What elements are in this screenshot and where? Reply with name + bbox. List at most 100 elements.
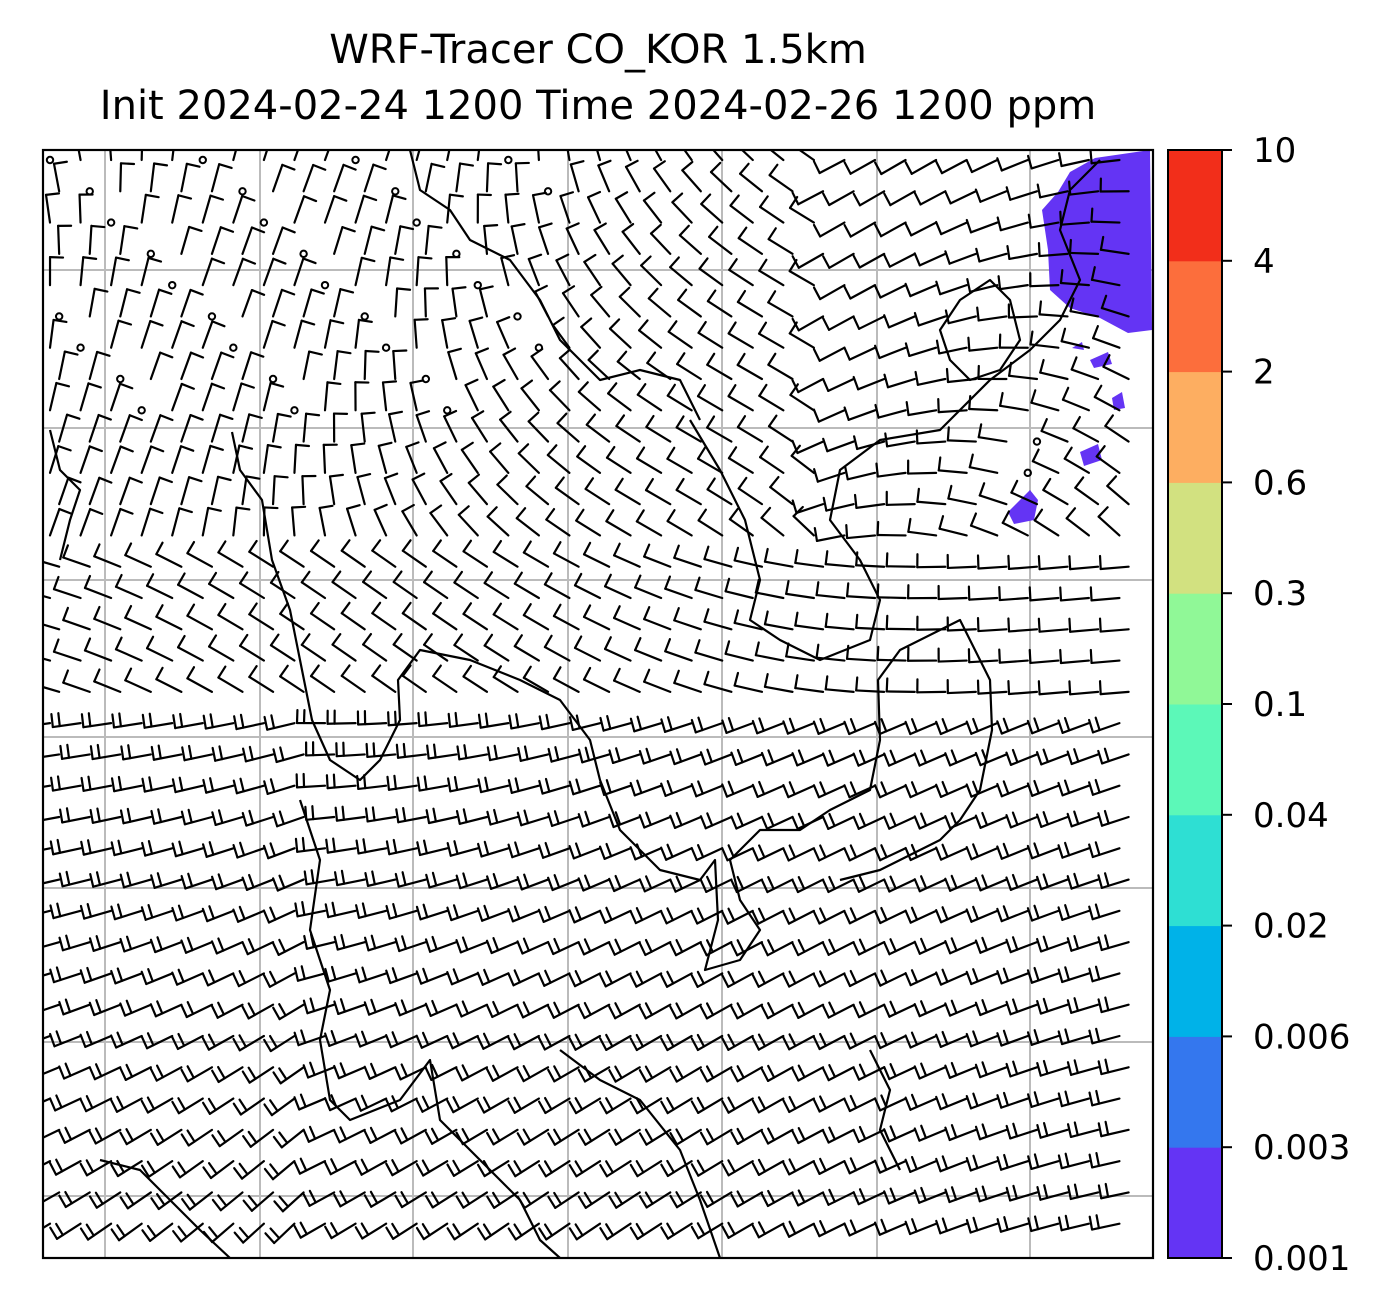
wind-barb bbox=[324, 1029, 357, 1047]
wind-barb bbox=[415, 903, 449, 921]
wind-barb bbox=[767, 290, 794, 318]
wind-barb bbox=[855, 676, 886, 693]
wind-barb bbox=[739, 162, 764, 193]
wind-barb bbox=[965, 158, 999, 174]
wind-barb bbox=[935, 339, 968, 355]
wind-barb bbox=[208, 634, 235, 662]
wind-barb bbox=[907, 646, 938, 662]
wind-barb bbox=[884, 432, 916, 448]
wind-barb bbox=[904, 781, 938, 799]
tracer-patch bbox=[1008, 490, 1038, 524]
wind-barb bbox=[587, 349, 611, 381]
wind-barb bbox=[937, 647, 968, 663]
calm-wind-marker bbox=[351, 155, 360, 165]
wind-barb bbox=[309, 601, 336, 631]
wind-barb bbox=[1074, 476, 1100, 506]
wind-barb bbox=[996, 1091, 1029, 1109]
wind-barb bbox=[577, 1001, 611, 1020]
wind-barb bbox=[760, 506, 785, 537]
wind-barb bbox=[248, 539, 275, 568]
wind-barb bbox=[965, 1030, 999, 1048]
wind-barb bbox=[356, 774, 388, 791]
wind-barb bbox=[50, 712, 82, 729]
wind-barb bbox=[446, 904, 479, 922]
wind-barb bbox=[387, 710, 418, 727]
wind-barb bbox=[371, 664, 397, 693]
wind-barb bbox=[599, 715, 632, 732]
wind-barb bbox=[363, 1126, 397, 1144]
wind-barb bbox=[974, 749, 1008, 767]
wind-barb bbox=[140, 1160, 174, 1178]
wind-barb bbox=[416, 775, 449, 792]
wind-barb bbox=[340, 601, 366, 631]
wind-barb bbox=[496, 474, 519, 506]
wind-barb bbox=[304, 805, 336, 821]
wind-barb bbox=[1066, 810, 1100, 828]
wind-barb bbox=[58, 870, 91, 888]
wind-barb bbox=[79, 382, 102, 412]
wind-barb bbox=[520, 379, 540, 412]
wind-barb bbox=[1093, 384, 1121, 412]
wind-barb bbox=[43, 594, 52, 600]
wind-barb bbox=[1006, 244, 1039, 261]
wind-barb bbox=[907, 584, 938, 600]
wind-barb bbox=[364, 870, 397, 887]
wind-barb bbox=[568, 906, 602, 924]
wind-barb bbox=[477, 776, 510, 794]
wind-barb bbox=[43, 560, 61, 568]
wind-barb bbox=[363, 1190, 397, 1208]
wind-barb bbox=[874, 403, 907, 419]
wind-barb bbox=[730, 875, 764, 894]
wind-barb bbox=[763, 673, 794, 693]
wind-barb bbox=[999, 391, 1029, 412]
wind-barb bbox=[852, 375, 886, 391]
wind-barb bbox=[595, 150, 602, 162]
wind-barb bbox=[812, 408, 846, 423]
wind-barb bbox=[537, 841, 571, 859]
wind-barb bbox=[697, 508, 724, 537]
wind-barb bbox=[577, 1191, 611, 1209]
wind-barb bbox=[788, 195, 815, 224]
wind-barb bbox=[1035, 873, 1069, 891]
wind-barb bbox=[1099, 177, 1130, 193]
wind-barb bbox=[1057, 779, 1090, 797]
wind-barb bbox=[346, 504, 361, 537]
wind-barb bbox=[751, 1221, 785, 1239]
wind-barb bbox=[736, 352, 764, 381]
wind-barb bbox=[202, 713, 235, 730]
wind-barb bbox=[643, 543, 672, 568]
wind-barb bbox=[303, 933, 336, 950]
wind-barb bbox=[424, 162, 446, 193]
wind-barb bbox=[843, 781, 877, 799]
wind-barb bbox=[263, 1034, 296, 1053]
wind-barb bbox=[913, 812, 947, 830]
wind-barb bbox=[577, 381, 602, 412]
wind-barb bbox=[944, 1124, 977, 1142]
wind-barb bbox=[1097, 934, 1130, 952]
wind-barb bbox=[649, 223, 672, 255]
wind-barb bbox=[149, 414, 174, 443]
wind-barb bbox=[392, 633, 418, 662]
wind-barb bbox=[232, 382, 255, 412]
wind-barb bbox=[791, 1189, 825, 1207]
wind-barb bbox=[638, 938, 672, 957]
wind-barb bbox=[1070, 356, 1100, 381]
wind-barb bbox=[585, 413, 611, 443]
wind-barb bbox=[883, 938, 916, 956]
wind-barb bbox=[913, 875, 947, 893]
colorbar-segment bbox=[1168, 371, 1222, 483]
wind-barb bbox=[852, 1001, 886, 1019]
wind-barb bbox=[110, 1031, 143, 1049]
wind-barb bbox=[241, 413, 263, 443]
wind-barb bbox=[385, 967, 418, 985]
wind-barb bbox=[967, 336, 999, 352]
wind-barb bbox=[211, 809, 244, 826]
wind-barb bbox=[873, 906, 907, 925]
wind-barb bbox=[79, 256, 98, 287]
wind-barb bbox=[201, 969, 235, 987]
wind-barb bbox=[843, 1032, 877, 1050]
wind-barb bbox=[394, 871, 427, 888]
wind-barb bbox=[608, 1065, 641, 1083]
wind-barb bbox=[58, 1126, 91, 1144]
wind-barb bbox=[721, 717, 754, 734]
